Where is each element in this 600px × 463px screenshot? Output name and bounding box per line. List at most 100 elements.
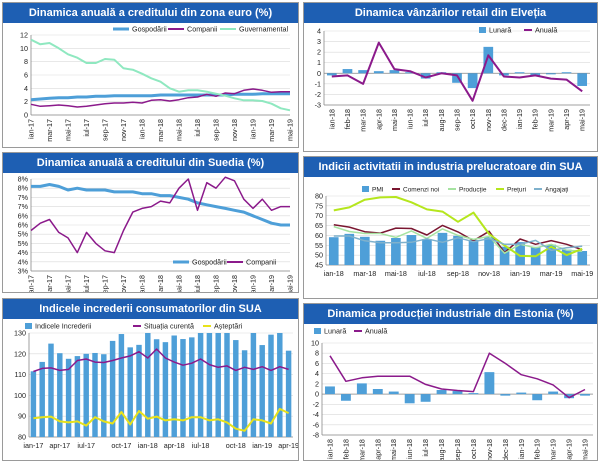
bar <box>241 350 248 437</box>
bar <box>468 239 479 265</box>
y-tick-label: 60 <box>315 231 323 240</box>
legend-label: Situația curentă <box>144 322 194 331</box>
series-line <box>33 348 289 373</box>
x-tick-label: ian-19 <box>515 109 524 129</box>
y-tick-label: 5% <box>18 239 29 248</box>
chart-panel-sweden-credit: Dinamica anuală a creditului din Suedia … <box>2 152 299 293</box>
bar <box>500 394 511 396</box>
y-tick-label: 8% <box>18 175 29 184</box>
chart-panel-us-consumer-confidence: Indicele increderii consumatorilor din S… <box>2 298 299 461</box>
x-tick-label: iul-18 <box>421 109 430 127</box>
x-tick-label: mar-19 <box>540 269 563 278</box>
bar <box>483 46 494 74</box>
legend-label: Angajați <box>545 187 569 194</box>
x-tick-label: mai-18 <box>175 275 184 293</box>
y-tick-label: 1 <box>317 58 321 67</box>
x-tick-label: sep-18 <box>453 439 462 461</box>
x-tick-label: mai-17 <box>64 275 73 293</box>
y-tick-label: 3% <box>18 267 29 276</box>
bar <box>422 239 432 265</box>
x-tick-label: oct-17 <box>111 441 131 450</box>
x-tick-label: sep-18 <box>447 269 469 278</box>
x-tick-label: mai-19 <box>581 439 590 461</box>
x-tick-label: sep-18 <box>212 119 221 141</box>
x-tick-label: apr-17 <box>49 441 70 450</box>
y-tick-label: 8 <box>315 349 319 358</box>
series-line <box>333 225 583 254</box>
x-tick-label: ian-17 <box>23 441 43 450</box>
y-tick-label: 130 <box>14 329 26 338</box>
bar <box>162 342 169 437</box>
x-tick-label: iul-18 <box>193 119 202 137</box>
y-tick-label: 0 <box>317 69 321 78</box>
bar <box>344 233 355 265</box>
x-tick-label: ian-19 <box>252 441 272 450</box>
x-tick-label: nov-17 <box>119 119 128 141</box>
x-tick-label: apr-19 <box>565 439 574 460</box>
bar <box>373 71 384 74</box>
bar <box>215 333 221 437</box>
series-line <box>30 88 290 108</box>
series-line <box>31 183 290 227</box>
bar <box>580 394 590 396</box>
y-tick-label: -6 <box>313 420 319 429</box>
series-line <box>329 352 586 399</box>
legend-label: Companii <box>187 25 218 34</box>
bar <box>268 334 274 437</box>
bar <box>516 392 527 395</box>
bar <box>561 249 572 265</box>
bar <box>577 251 588 265</box>
x-tick-label: ian-19 <box>249 275 258 293</box>
bar <box>65 358 72 437</box>
x-tick-label: nov-18 <box>485 439 494 461</box>
y-tick-label: -2 <box>315 90 321 99</box>
x-tick-label: ian-19 <box>249 119 258 139</box>
y-tick-label: 80 <box>18 433 26 442</box>
y-tick-label: 65 <box>315 221 323 230</box>
x-tick-label: ian-18 <box>138 441 158 450</box>
bar <box>515 242 525 265</box>
x-tick-label: ian-18 <box>327 109 336 129</box>
y-tick-label: 6% <box>18 221 29 230</box>
x-tick-label: iul-17 <box>82 119 91 137</box>
x-tick-label: feb-18 <box>343 109 352 129</box>
legend-label: Comenzi noi <box>403 187 439 194</box>
series-line <box>30 176 290 254</box>
x-tick-label: sep-18 <box>212 275 221 293</box>
bar <box>356 383 367 395</box>
series-line <box>30 92 290 102</box>
x-tick-label: ian-18 <box>324 269 344 278</box>
legend-label: Lunară <box>489 26 511 35</box>
y-tick-label: 2 <box>315 379 319 388</box>
bar <box>467 73 478 89</box>
chart-title: Dinamica vânzărilor retail din Elveția <box>304 3 597 23</box>
legend-label: Gospodării <box>132 25 167 34</box>
y-tick-label: 55 <box>315 241 323 250</box>
bar <box>468 393 479 395</box>
chart-title: Dinamica anuală a creditului din zona eu… <box>3 3 298 23</box>
series-line <box>30 38 291 112</box>
x-tick-label: mar-18 <box>353 269 376 278</box>
bar <box>325 386 335 395</box>
bar <box>101 354 107 437</box>
bar <box>285 350 292 437</box>
x-tick-label: aug-18 <box>437 439 446 461</box>
bar <box>452 73 462 83</box>
x-tick-label: dec-18 <box>501 439 510 461</box>
x-tick-label: ian-19 <box>510 269 530 278</box>
x-tick-label: iul-18 <box>421 439 430 457</box>
chart-title: Dinamica anuală a creditului din Suedia … <box>3 153 298 173</box>
x-tick-label: mai-19 <box>286 119 295 141</box>
bar <box>436 390 447 395</box>
x-tick-label: mai-19 <box>578 109 587 131</box>
y-tick-label: 7% <box>18 193 29 202</box>
x-tick-label: nov-18 <box>484 109 493 131</box>
legend-label: Așteptări <box>214 322 243 331</box>
chart-panel-euro-credit: Dinamica anuală a creditului din zona eu… <box>2 2 299 148</box>
legend-label: Indicele Increderii <box>35 322 92 331</box>
x-tick-label: dec-18 <box>499 109 508 131</box>
legend-swatch <box>25 323 32 329</box>
bar <box>548 391 559 395</box>
bar <box>420 394 431 402</box>
bar <box>391 237 401 265</box>
